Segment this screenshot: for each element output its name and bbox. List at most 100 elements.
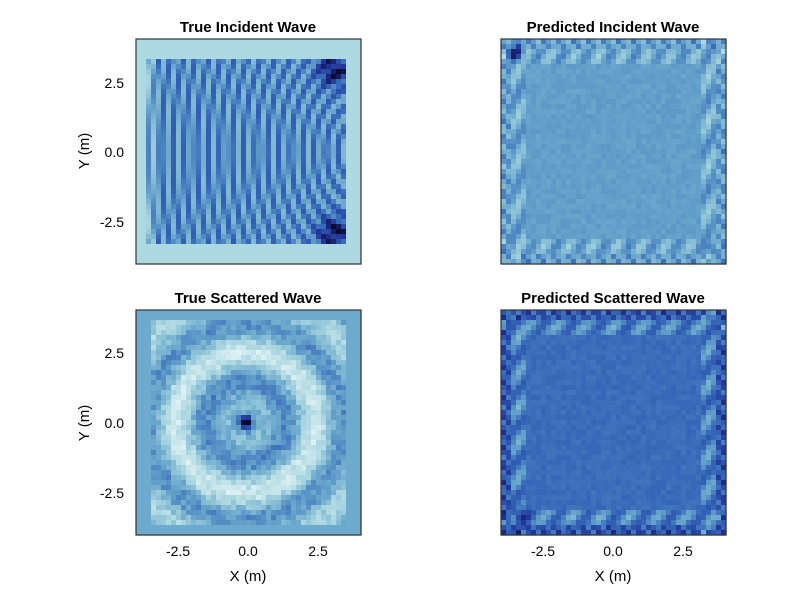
- heatmap-cell: [706, 209, 712, 215]
- heatmap-cell: [216, 94, 222, 100]
- heatmap-cell: [296, 229, 302, 235]
- heatmap-cell: [226, 355, 232, 361]
- heatmap-cell: [721, 124, 727, 130]
- heatmap-cell: [641, 89, 647, 95]
- heatmap-cell: [606, 254, 612, 260]
- heatmap-cell: [141, 405, 147, 411]
- heatmap-cell: [216, 410, 222, 416]
- heatmap-cell: [501, 224, 507, 230]
- heatmap-cell: [616, 64, 622, 70]
- heatmap-cell: [646, 94, 652, 100]
- heatmap-cell: [536, 254, 542, 260]
- heatmap-cell: [641, 64, 647, 70]
- heatmap-cell: [556, 124, 562, 130]
- heatmap-cell: [581, 59, 587, 65]
- heatmap-cell: [506, 169, 512, 175]
- heatmap-cell: [626, 159, 632, 165]
- heatmap-cell: [246, 94, 252, 100]
- heatmap-cell: [571, 259, 577, 265]
- heatmap-cell: [201, 124, 207, 130]
- heatmap-cell: [646, 89, 652, 95]
- heatmap-cell: [171, 405, 177, 411]
- heatmap-cell: [136, 89, 142, 95]
- heatmap-cell: [701, 139, 707, 145]
- heatmap-cell: [276, 59, 282, 65]
- heatmap-cell: [141, 229, 147, 235]
- heatmap-cell: [601, 44, 607, 50]
- heatmap-cell: [711, 189, 717, 195]
- heatmap-cell: [331, 395, 337, 401]
- heatmap-cell: [311, 249, 317, 255]
- heatmap-cell: [141, 94, 147, 100]
- heatmap-cell: [226, 410, 232, 416]
- heatmap-cell: [676, 219, 682, 225]
- heatmap-cell: [261, 169, 267, 175]
- heatmap-cell: [581, 204, 587, 210]
- heatmap-cell: [201, 370, 207, 376]
- heatmap-cell: [711, 49, 717, 55]
- heatmap-cell: [241, 54, 247, 60]
- heatmap-cell: [286, 184, 292, 190]
- heatmap-cell: [136, 395, 142, 401]
- heatmap-cell: [201, 159, 207, 165]
- heatmap-cell: [146, 194, 152, 200]
- heatmap-cell: [291, 89, 297, 95]
- heatmap-cell: [536, 84, 542, 90]
- heatmap-cell: [166, 395, 172, 401]
- heatmap-cell: [711, 59, 717, 65]
- heatmap-cell: [511, 224, 517, 230]
- heatmap-cell: [241, 380, 247, 386]
- heatmap-cell: [356, 224, 362, 230]
- heatmap-cell: [511, 134, 517, 140]
- heatmap-cell: [236, 405, 242, 411]
- heatmap-cell: [551, 39, 557, 45]
- heatmap-cell: [541, 219, 547, 225]
- heatmap-cell: [581, 79, 587, 85]
- heatmap-cell: [251, 39, 257, 45]
- heatmap-cell: [216, 179, 222, 185]
- heatmap-cell: [231, 119, 237, 125]
- heatmap-cell: [226, 249, 232, 255]
- heatmap-cell: [241, 400, 247, 406]
- heatmap-cell: [136, 355, 142, 361]
- heatmap-cell: [311, 320, 317, 326]
- heatmap-cell: [631, 214, 637, 220]
- heatmap-cell: [166, 89, 172, 95]
- heatmap-cell: [186, 79, 192, 85]
- heatmap-cell: [626, 254, 632, 260]
- heatmap-cell: [151, 224, 157, 230]
- heatmap-cell: [216, 64, 222, 70]
- heatmap-cell: [571, 74, 577, 80]
- heatmap-cell: [306, 189, 312, 195]
- heatmap-cell: [151, 350, 157, 356]
- heatmap-cell: [596, 129, 602, 135]
- heatmap-cell: [241, 144, 247, 150]
- heatmap-cell: [161, 174, 167, 180]
- heatmap-cell: [711, 79, 717, 85]
- heatmap-cell: [606, 169, 612, 175]
- panel-predicted-incident: Predicted Incident Wave: [500, 19, 727, 265]
- heatmap-cell: [256, 214, 262, 220]
- heatmap-cell: [586, 139, 592, 145]
- heatmap-cell: [721, 39, 727, 45]
- heatmap-cell: [341, 330, 347, 336]
- heatmap-cell: [181, 104, 187, 110]
- heatmap-cell: [571, 84, 577, 90]
- heatmap-cell: [146, 209, 152, 215]
- heatmap-cell: [286, 310, 292, 316]
- heatmap-cell: [521, 134, 527, 140]
- heatmap-cell: [701, 124, 707, 130]
- heatmap-cell: [336, 144, 342, 150]
- heatmap-cell: [316, 99, 322, 105]
- heatmap-cell: [676, 139, 682, 145]
- heatmap-cell: [296, 244, 302, 250]
- heatmap-cell: [561, 39, 567, 45]
- heatmap-cell: [661, 149, 667, 155]
- heatmap-cell: [316, 249, 322, 255]
- heatmap-cell: [306, 259, 312, 265]
- heatmap-cell: [136, 184, 142, 190]
- heatmap-cell: [341, 254, 347, 260]
- heatmap-cell: [581, 159, 587, 165]
- heatmap-cell: [601, 119, 607, 125]
- heatmap-cell: [531, 219, 537, 225]
